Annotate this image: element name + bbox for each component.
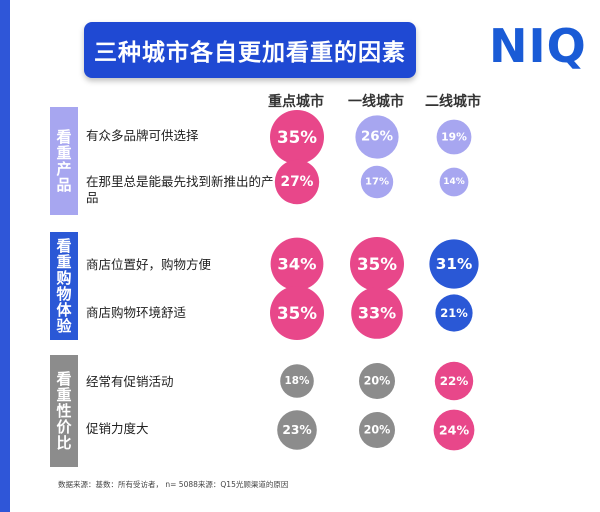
value-label: 34% xyxy=(277,255,316,274)
value-bubble xyxy=(435,294,473,332)
value-label: 35% xyxy=(277,303,317,323)
column-header-tier-1: 一线城市 xyxy=(348,94,404,110)
row-label: 商店购物环境舒适 xyxy=(86,305,187,320)
value-bubble xyxy=(436,119,472,155)
value-label: 20% xyxy=(364,424,391,437)
value-bubble xyxy=(434,361,474,401)
value-label: 35% xyxy=(277,127,317,147)
value-label: 35% xyxy=(357,254,397,274)
value-bubble xyxy=(433,409,475,451)
group-label-shopping-experience: 看重购物体验 xyxy=(50,232,78,340)
value-bubble xyxy=(270,237,324,291)
value-bubble xyxy=(360,165,394,199)
value-label: 27% xyxy=(281,174,314,190)
value-bubble xyxy=(429,239,479,289)
footnote: 数据来源：基数：所有受访者， n= 5088来源：Q15光顾渠道的原因 xyxy=(58,480,289,489)
value-label: 18% xyxy=(285,375,310,387)
value-label: 23% xyxy=(282,423,311,437)
value-label: 24% xyxy=(439,423,470,438)
row-label: 促销力度大 xyxy=(86,421,149,436)
value-bubble xyxy=(359,412,395,448)
column-header-tier-2: 二线城市 xyxy=(425,94,481,110)
row-label: 在那里总是能最先找到新推出的产品 xyxy=(86,174,274,205)
group-label-value-for-money: 看重性价比 xyxy=(50,355,78,467)
row-label: 经常有促销活动 xyxy=(86,374,174,389)
value-label: 26% xyxy=(361,130,393,145)
value-bubble xyxy=(351,287,403,339)
value-bubble xyxy=(439,167,469,197)
group-label-product: 看重产品 xyxy=(50,107,78,215)
value-bubble xyxy=(350,237,404,291)
left-accent-stripe xyxy=(0,0,10,512)
value-bubble xyxy=(355,115,399,159)
value-bubble xyxy=(270,286,324,340)
value-label: 31% xyxy=(436,255,473,273)
row-label: 商店位置好，购物方便 xyxy=(86,257,212,272)
value-label: 33% xyxy=(358,304,396,323)
value-label: 20% xyxy=(364,375,391,388)
value-label: 19% xyxy=(441,131,467,144)
row-label: 有众多品牌可供选择 xyxy=(86,128,199,143)
value-label: 17% xyxy=(365,177,389,188)
value-bubble xyxy=(359,363,395,399)
title-banner: 三种城市各自更加看重的因素 xyxy=(84,22,416,78)
niq-logo: NIQ xyxy=(489,19,587,73)
value-label: 14% xyxy=(443,177,465,187)
chart-title: 三种城市各自更加看重的因素 xyxy=(94,40,406,66)
value-bubble xyxy=(277,410,317,450)
value-bubble xyxy=(274,159,320,205)
column-header-tier-key: 重点城市 xyxy=(268,94,324,110)
value-bubble xyxy=(270,110,324,164)
value-label: 21% xyxy=(440,306,468,320)
value-bubble xyxy=(280,364,314,398)
value-label: 22% xyxy=(440,374,469,388)
